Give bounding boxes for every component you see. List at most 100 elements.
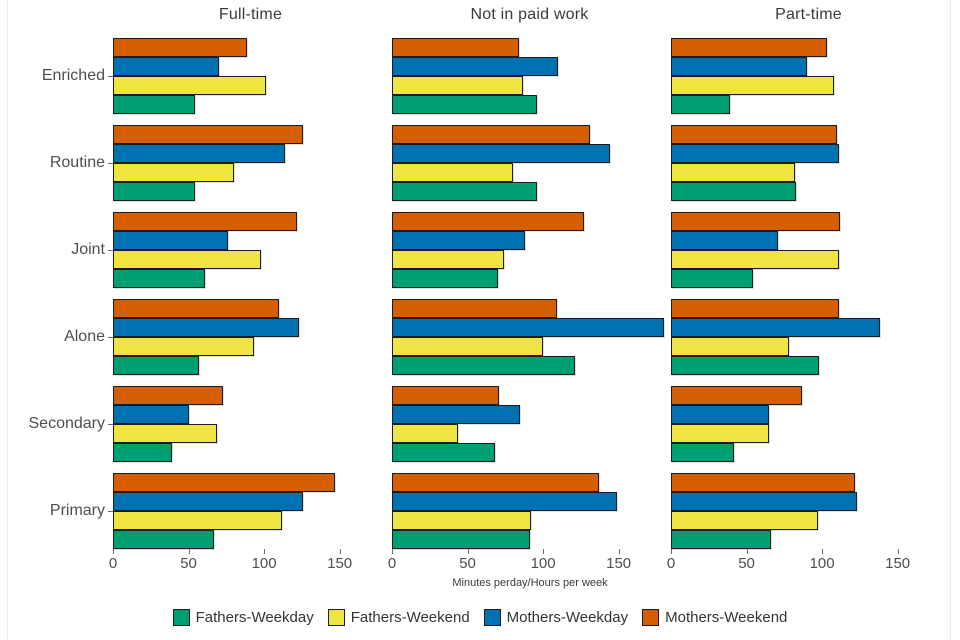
bar-full-time-primary-mothers-weekday [113,492,304,511]
bar-not-in-paid-work-primary-mothers-weekend [392,473,599,492]
bar-not-in-paid-work-alone-mothers-weekday [392,318,664,337]
panel-not-in-paid-work [392,38,667,549]
legend-item-fathers-weekend: Fathers-Weekend [327,609,470,626]
x-axis-full-time: 0 50 100 150 [109,549,388,577]
bar-group-full-time-alone [113,299,388,375]
bar-not-in-paid-work-alone-fathers-weekend [392,337,544,356]
y-category-label-routine: Routine [0,125,113,201]
bar-not-in-paid-work-joint-fathers-weekday [392,269,498,288]
y-category-text: Secondary [28,415,106,432]
legend: Fathers-Weekday Fathers-Weekend Mothers-We… [0,609,960,626]
x-axis-tick-label: 100 [251,555,277,572]
bar-part-time-secondary-fathers-weekday [671,443,735,462]
bar-not-in-paid-work-joint-mothers-weekday [392,231,525,250]
x-axis-tick [392,549,393,554]
x-axis-tick-label: 0 [666,555,676,572]
x-axis-part-time: 0 50 100 150 [667,549,946,577]
bar-full-time-secondary-mothers-weekday [113,405,189,424]
x-axis-tick-label: 100 [809,555,835,572]
x-axis-tick [671,549,672,554]
bar-not-in-paid-work-enriched-mothers-weekend [392,38,519,57]
bar-part-time-routine-mothers-weekday [671,144,839,163]
y-category-label-joint: Joint [0,212,113,288]
x-axis-tick-label: 150 [606,555,632,572]
x-axis-tick-label: 50 [738,555,755,572]
bar-full-time-routine-mothers-weekday [113,144,286,163]
bar-part-time-enriched-mothers-weekday [671,57,807,76]
x-axis-tick [467,549,469,554]
bar-not-in-paid-work-alone-fathers-weekday [392,356,575,375]
bar-full-time-primary-fathers-weekday [113,530,215,549]
x-axis-row: 0 50 100 150 0 50 100 150 0 50 100 150 [109,549,960,577]
bar-not-in-paid-work-enriched-fathers-weekday [392,95,538,114]
bar-group-full-time-routine [113,125,388,201]
bar-group-not-in-paid-work-secondary [392,386,667,462]
bar-part-time-primary-mothers-weekend [671,473,856,492]
bar-part-time-alone-fathers-weekend [671,337,789,356]
bar-part-time-alone-fathers-weekday [671,356,820,375]
bar-full-time-alone-fathers-weekday [113,356,200,375]
x-axis-tick [113,549,114,554]
bar-full-time-joint-fathers-weekday [113,269,206,288]
legend-label: Mothers-Weekend [665,609,788,626]
y-category-label-primary: Primary [0,473,113,549]
bar-part-time-primary-fathers-weekday [671,530,771,549]
legend-item-mothers-weekend: Mothers-Weekend [642,609,787,626]
y-category-text: Joint [71,241,105,258]
facet-title-not-in-paid-work: Not in paid work [470,6,589,23]
bar-part-time-secondary-fathers-weekend [671,424,770,443]
y-category-text: Alone [64,328,105,345]
bar-full-time-alone-mothers-weekday [113,318,299,337]
bar-group-not-in-paid-work-primary [392,473,667,549]
bar-not-in-paid-work-joint-fathers-weekend [392,250,504,269]
bar-full-time-routine-fathers-weekend [113,163,234,182]
facet-title-part-time: Part-time [775,6,842,23]
bar-group-part-time-enriched [671,38,946,114]
bar-group-full-time-primary [113,473,388,549]
y-axis-tick [108,76,113,77]
bar-not-in-paid-work-secondary-fathers-weekday [392,443,495,462]
bar-group-not-in-paid-work-alone [392,299,667,375]
bar-full-time-alone-fathers-weekend [113,337,254,356]
bar-group-full-time-secondary [113,386,388,462]
bar-group-not-in-paid-work-routine [392,125,667,201]
bar-part-time-enriched-fathers-weekday [671,95,730,114]
x-axis-tick-label: 0 [108,555,118,572]
facet-titles-row: Full-time Not in paid work Part-time [113,0,960,30]
y-axis-tick [108,163,113,164]
legend-swatch-icon [642,609,660,626]
y-axis-tick [108,250,113,251]
x-axis-tick [822,549,824,554]
x-axis-tick [188,549,190,554]
y-category-label-alone: Alone [0,299,113,375]
bar-part-time-secondary-mothers-weekday [671,405,770,424]
bar-full-time-joint-mothers-weekend [113,212,298,231]
legend-swatch-icon [483,609,501,626]
plot-area: Enriched Routine Joint Alone Secondary Primar… [0,30,960,549]
legend-item-mothers-weekday: Mothers-Weekday [483,609,628,626]
bar-part-time-alone-mothers-weekday [671,318,880,337]
bar-full-time-primary-mothers-weekend [113,473,336,492]
x-axis-tick-label: 150 [885,555,911,572]
y-category-text: Routine [49,154,105,171]
legend-label: Fathers-Weekday [195,609,314,626]
bar-part-time-routine-mothers-weekend [671,125,838,144]
bar-part-time-primary-mothers-weekday [671,492,857,511]
bar-full-time-alone-mothers-weekend [113,299,280,318]
bar-full-time-joint-fathers-weekend [113,250,262,269]
x-axis-tick [746,549,748,554]
y-axis-tick [108,424,113,425]
bar-part-time-primary-fathers-weekend [671,511,818,530]
panel-full-time [113,38,388,549]
bar-not-in-paid-work-primary-mothers-weekday [392,492,618,511]
bar-part-time-routine-fathers-weekend [671,163,795,182]
bar-full-time-routine-fathers-weekday [113,182,195,201]
bar-full-time-enriched-mothers-weekend [113,38,248,57]
legend-item-fathers-weekday: Fathers-Weekday [172,609,314,626]
bar-group-part-time-secondary [671,386,946,462]
bar-group-not-in-paid-work-joint [392,212,667,288]
x-axis-tick-label: 50 [459,555,476,572]
bar-group-full-time-joint [113,212,388,288]
bar-full-time-enriched-mothers-weekday [113,57,219,76]
